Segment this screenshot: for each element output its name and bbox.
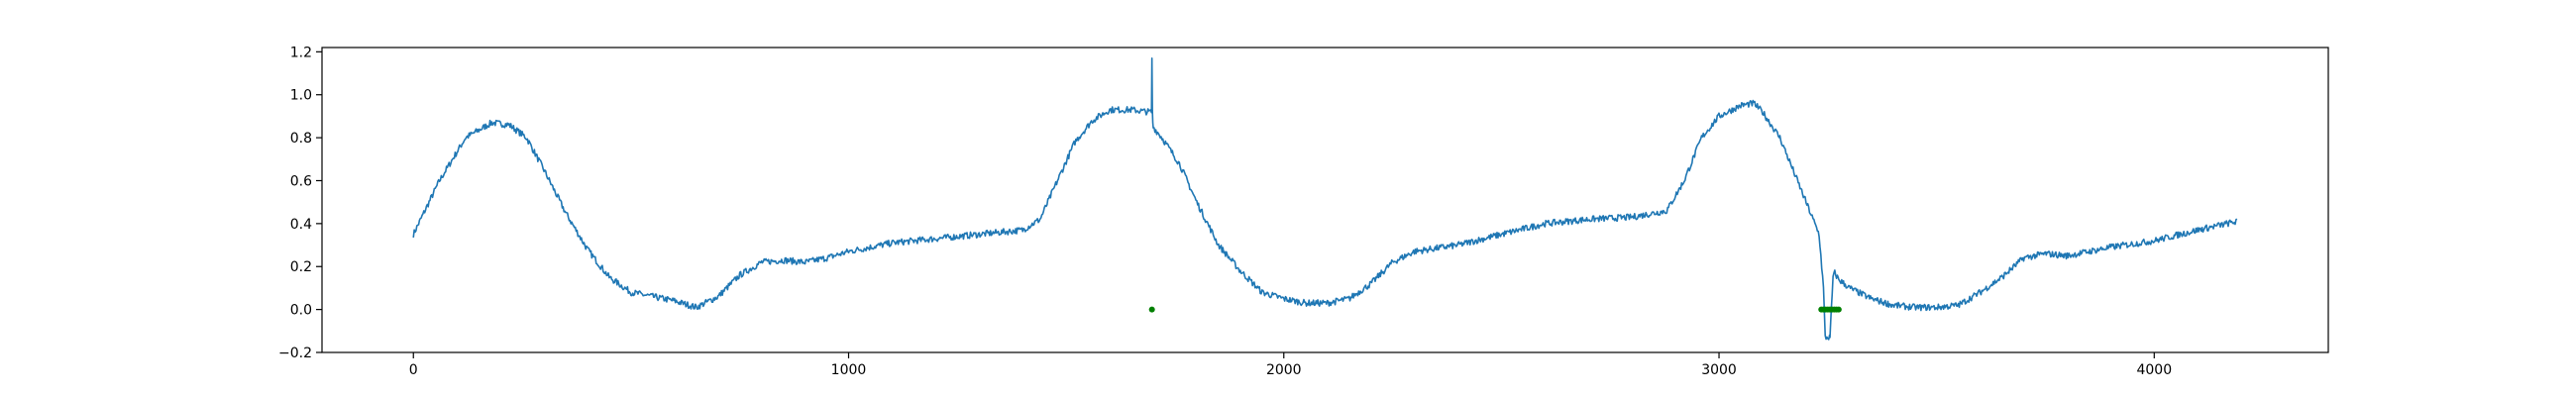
y-tick-label: 1.2: [290, 45, 312, 60]
y-tick-label: 1.0: [290, 88, 312, 104]
x-tick-label: 1000: [831, 362, 867, 378]
y-tick-label: −0.2: [278, 346, 312, 361]
y-tick-label: 0.4: [290, 217, 312, 233]
y-tick-label: 0.6: [290, 173, 312, 189]
y-tick-label: 0.0: [290, 303, 312, 319]
x-tick-label: 2000: [1266, 362, 1302, 378]
x-tick-label: 4000: [2136, 362, 2172, 378]
marker-point: [1148, 306, 1155, 313]
axes-frame: [321, 47, 2329, 353]
y-tick-label: 0.8: [290, 131, 312, 147]
y-tick-label: 0.2: [290, 259, 312, 275]
x-tick-label: 3000: [1701, 362, 1737, 378]
x-tick-label: 0: [409, 362, 418, 378]
plot-area: [412, 57, 2238, 341]
marker-point: [1835, 306, 1842, 313]
y-axis: −0.2 0.0 0.2 0.4 0.6 0.8 1.0 1.2: [278, 45, 322, 361]
signal-line: [412, 57, 2238, 341]
x-axis: 0 1000 2000 3000 4000: [409, 352, 2172, 378]
